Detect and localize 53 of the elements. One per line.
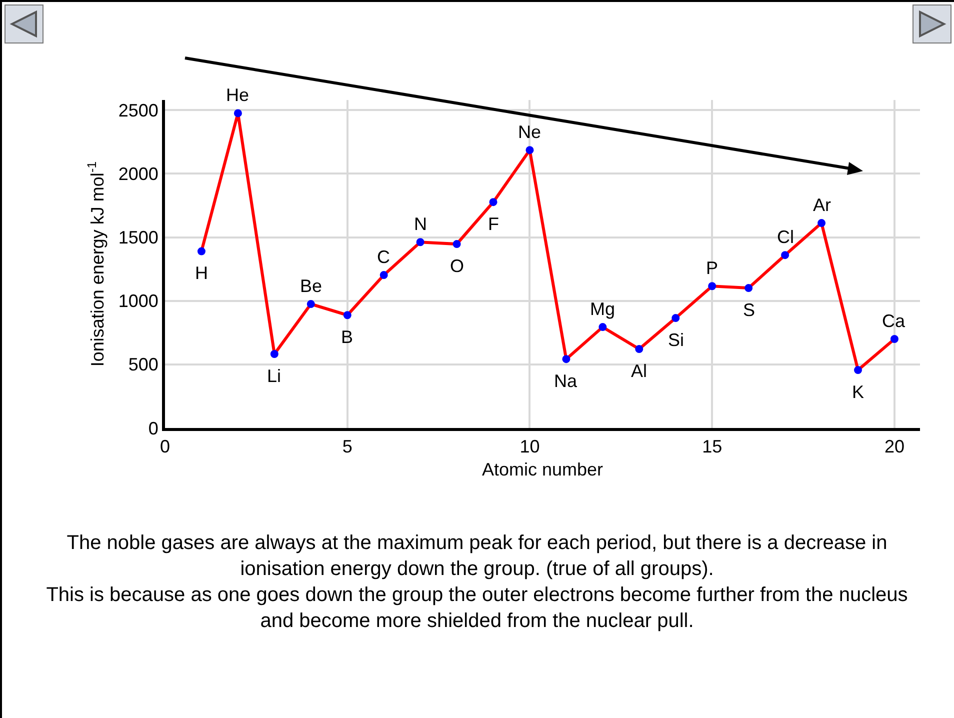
- annotation: C: [377, 247, 390, 267]
- y-tick-label: 2500: [118, 100, 158, 120]
- annotation: Cl: [777, 227, 794, 247]
- point: [380, 271, 388, 280]
- y-tick-label: 1500: [118, 228, 158, 248]
- annotation: Si: [668, 330, 684, 350]
- y-tick-label: 2000: [118, 164, 158, 184]
- point: [452, 240, 461, 248]
- x-axis-title: Atomic number: [482, 460, 604, 480]
- point: [416, 238, 424, 246]
- point: [270, 350, 278, 358]
- point: [890, 335, 898, 344]
- annotation: Al: [631, 361, 648, 381]
- point: [854, 366, 862, 374]
- annotation: H: [195, 263, 208, 283]
- annotation: Ar: [813, 195, 832, 215]
- annotation: Mg: [590, 299, 616, 319]
- point: [672, 314, 680, 322]
- y-tick-label: 500: [128, 354, 158, 375]
- point: [781, 251, 790, 260]
- y-tick-label: 0: [148, 418, 158, 438]
- annotation: S: [743, 300, 756, 320]
- point: [562, 355, 570, 364]
- point: [489, 198, 498, 206]
- point: [197, 247, 206, 256]
- point: [708, 282, 716, 290]
- annotation: Na: [554, 371, 578, 391]
- x-tick-label: 10: [520, 436, 540, 457]
- point: [526, 146, 534, 154]
- annotation: O: [450, 256, 464, 276]
- annotation: B: [341, 327, 354, 347]
- annotation: Ne: [518, 122, 542, 142]
- text: The noble gases are always at the maximum peak for each period, but there is a decrease in ionisation energy down the group. (true of all groups).: [66, 531, 888, 582]
- point: [635, 345, 644, 354]
- x-tick-label: 15: [702, 436, 722, 457]
- annotation: Li: [267, 366, 282, 386]
- annotation: F: [488, 214, 499, 234]
- point: [744, 284, 753, 292]
- point: [306, 300, 315, 308]
- y-tick-label: 1000: [118, 291, 158, 312]
- annotation: He: [226, 85, 250, 105]
- annotation: N: [414, 214, 427, 234]
- annotation: K: [852, 382, 864, 402]
- point: [818, 219, 826, 228]
- annotation: Ca: [882, 311, 906, 331]
- x-tick-label: 5: [342, 436, 352, 457]
- annotation: P: [706, 258, 718, 278]
- x-tick-label: 20: [884, 436, 904, 457]
- point: [234, 109, 242, 118]
- point: [598, 323, 607, 332]
- point: [343, 311, 352, 320]
- annotation: Be: [300, 276, 322, 296]
- text: This is because as one goes down the group the outer electrons become further from the nucleus and become more shielded from the nuclear pull.: [45, 583, 909, 634]
